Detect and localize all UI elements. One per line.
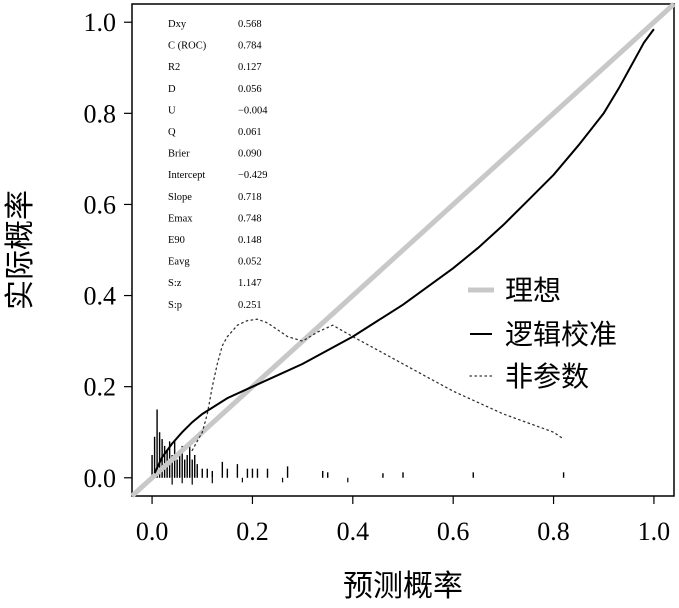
stat-label: R2 <box>168 62 180 73</box>
stat-label: Intercept <box>168 170 205 181</box>
stat-label: E90 <box>168 235 185 246</box>
logistic-calibration-line <box>153 28 655 474</box>
stat-label: Dxy <box>168 19 187 30</box>
y-tick-label: 0.0 <box>84 464 117 493</box>
stat-value: 0.052 <box>238 257 262 268</box>
ideal-line <box>130 2 676 498</box>
legend-label: 理想 <box>505 275 561 307</box>
y-tick-label: 0.2 <box>84 373 117 402</box>
stat-label: Brier <box>168 149 190 160</box>
stat-label: S:z <box>168 278 182 289</box>
stat-value: 0.127 <box>238 62 262 73</box>
x-tick-label: 0.6 <box>437 517 470 546</box>
x-tick-label: 0.0 <box>136 517 169 546</box>
x-tick-label: 0.8 <box>537 517 570 546</box>
plot-frame <box>131 3 675 497</box>
stat-label: U <box>168 105 176 116</box>
legend-label: 逻辑校准 <box>505 319 617 351</box>
stat-value: −0.429 <box>238 170 268 181</box>
stat-value: 0.090 <box>238 149 262 160</box>
y-axis-title: 实际概率 <box>4 190 37 310</box>
stat-value: 0.056 <box>238 84 262 95</box>
stat-label: Q <box>168 127 176 138</box>
stat-value: 0.148 <box>238 235 262 246</box>
x-axis: 0.0 0.2 0.4 0.6 0.8 1.0 <box>136 496 670 546</box>
stat-label: Slope <box>168 192 192 203</box>
stat-label: D <box>168 84 176 95</box>
stat-label: C (ROC) <box>168 41 207 52</box>
y-axis: 0.0 0.2 0.4 0.6 0.8 1.0 <box>84 8 132 493</box>
x-tick-label: 1.0 <box>638 517 671 546</box>
stat-label: Eavg <box>168 257 190 268</box>
stat-value: −0.004 <box>238 105 268 116</box>
stat-value: 0.718 <box>238 192 262 203</box>
stat-value: 1.147 <box>238 278 262 289</box>
stat-label: S:p <box>168 300 182 311</box>
statistics-table: Dxy 0.568 C (ROC) 0.784 R2 0.127 D 0.056 U −0.004… <box>168 19 268 311</box>
x-axis-title: 预测概率 <box>343 570 463 603</box>
stat-value: 0.784 <box>238 41 262 52</box>
y-tick-label: 1.0 <box>84 8 117 37</box>
stat-value: 0.061 <box>238 127 262 138</box>
x-tick-label: 0.4 <box>337 517 370 546</box>
nonparametric-line <box>191 318 565 452</box>
chart-marks <box>130 2 676 498</box>
y-tick-label: 0.6 <box>84 190 117 219</box>
stat-value: 0.251 <box>238 300 262 311</box>
stat-value: 0.748 <box>238 213 262 224</box>
legend-label: 非参数 <box>505 361 589 393</box>
y-tick-label: 0.8 <box>84 99 117 128</box>
stat-label: Emax <box>168 213 193 224</box>
x-tick-label: 0.2 <box>236 517 269 546</box>
stat-value: 0.568 <box>238 19 262 30</box>
y-tick-label: 0.4 <box>84 282 117 311</box>
